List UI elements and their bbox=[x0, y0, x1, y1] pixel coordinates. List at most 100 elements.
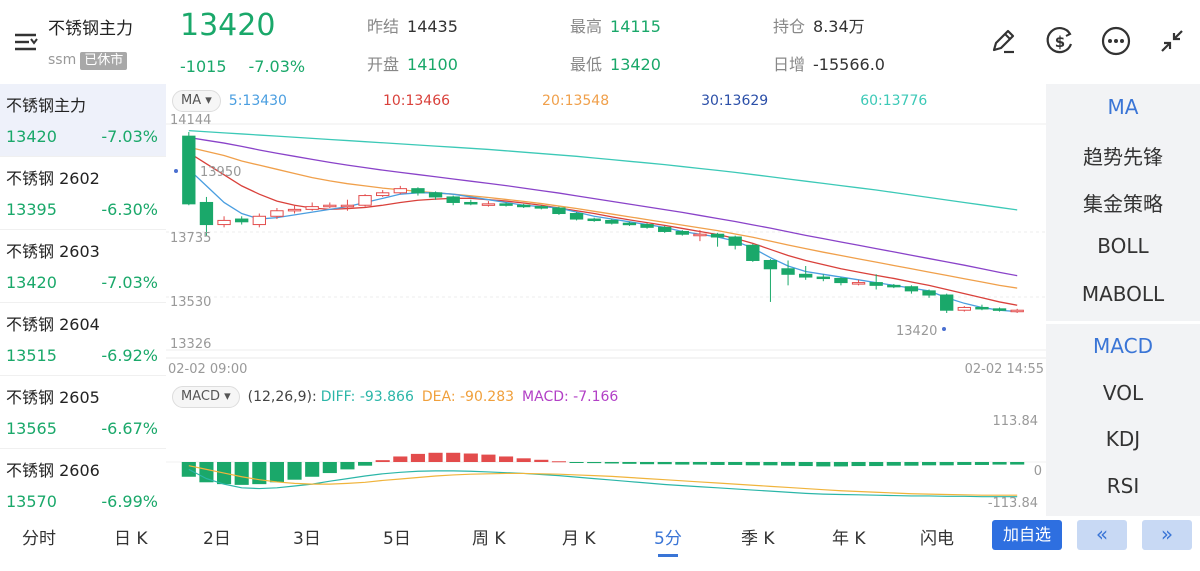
candle-down bbox=[922, 290, 936, 296]
tab-yearly[interactable]: 年 K bbox=[832, 529, 866, 549]
tab-intraday[interactable]: 分时 bbox=[22, 529, 56, 549]
macd-histogram-bar bbox=[851, 462, 866, 467]
ma-selector[interactable]: MA ▾ bbox=[172, 90, 221, 112]
ma20-value: 20:13548 bbox=[542, 93, 610, 109]
contract-list: 不锈钢主力 13420 -7.03% 不锈钢 2602 13395 -6.30% 不锈钢… bbox=[0, 84, 166, 522]
candle-down bbox=[640, 224, 654, 228]
stat-open-interest: 持仓 8.34万 bbox=[773, 17, 865, 36]
candle-up bbox=[252, 215, 266, 226]
candle-down bbox=[887, 284, 901, 288]
tab-3day[interactable]: 3日 bbox=[293, 529, 321, 549]
ma20-line bbox=[188, 146, 1018, 289]
macd-histogram-bar bbox=[569, 462, 584, 463]
contract-item[interactable]: 不锈钢 2602 13395 -6.30% bbox=[0, 157, 166, 230]
collapse-icon[interactable] bbox=[1155, 24, 1189, 58]
tab-daily[interactable]: 日 K bbox=[114, 529, 148, 549]
macd-histogram-bar bbox=[833, 462, 848, 467]
macd-histogram-bar bbox=[869, 462, 884, 467]
candle-down bbox=[781, 268, 795, 275]
candle-up bbox=[358, 195, 372, 206]
indicator-maboll[interactable]: MABOLL bbox=[1081, 282, 1165, 306]
macd-histogram-bar bbox=[622, 462, 637, 464]
candle-down bbox=[746, 244, 760, 261]
change-percent: -7.03% bbox=[248, 57, 306, 76]
macd-histogram-bar bbox=[798, 462, 813, 467]
max-marker bbox=[174, 169, 178, 173]
currency-icon[interactable]: $ bbox=[1043, 24, 1077, 58]
candle-down bbox=[411, 188, 425, 194]
contract-item[interactable]: 不锈钢主力 13420 -7.03% bbox=[0, 84, 166, 157]
candle-down bbox=[904, 286, 919, 292]
tab-monthly[interactable]: 月 K bbox=[562, 529, 596, 549]
exchange-line: ssm 已休市 bbox=[48, 52, 128, 70]
contract-item[interactable]: 不锈钢 2603 13420 -7.03% bbox=[0, 230, 166, 303]
macd-tick-label: 0 bbox=[1034, 464, 1042, 479]
candle-up bbox=[376, 192, 390, 197]
tab-flash[interactable]: 闪电 bbox=[920, 529, 954, 549]
macd-histogram-bar bbox=[816, 462, 831, 467]
candle-up bbox=[287, 208, 302, 212]
contract-item[interactable]: 不锈钢 2606 13570 -6.99% bbox=[0, 449, 166, 522]
indicator-ma[interactable]: MA bbox=[1107, 95, 1139, 119]
candle-down bbox=[605, 219, 619, 224]
macd-histogram-bar bbox=[534, 459, 549, 462]
start-time-label: 02-02 09:00 bbox=[168, 362, 247, 377]
candle-down bbox=[464, 201, 478, 205]
add-watchlist-button[interactable]: 加自选 bbox=[992, 520, 1062, 550]
quote-header: 不锈钢主力 ssm 已休市 13420 -1015 -7.03% 昨结 14435 开… bbox=[0, 0, 1200, 84]
candle-down bbox=[552, 207, 566, 215]
indicator-vol[interactable]: VOL bbox=[1102, 381, 1144, 405]
stat-low: 最低 13420 bbox=[570, 55, 661, 74]
contract-item[interactable]: 不锈钢 2605 13565 -6.67% bbox=[0, 376, 166, 449]
macd-histogram-bar bbox=[657, 462, 672, 465]
indicator-boll[interactable]: BOLL bbox=[1097, 234, 1149, 258]
menu-icon[interactable] bbox=[12, 28, 40, 56]
candle-down bbox=[940, 294, 954, 311]
candle-down bbox=[728, 236, 742, 246]
indicator-strategy[interactable]: 集金策略 bbox=[1083, 192, 1163, 216]
tab-5min[interactable]: 5分 bbox=[654, 524, 682, 557]
candle-down bbox=[675, 230, 689, 235]
contract-item[interactable]: 不锈钢 2604 13515 -6.92% bbox=[0, 303, 166, 376]
candle-down bbox=[534, 206, 548, 209]
next-arrow-button[interactable]: » bbox=[1142, 520, 1192, 550]
candle-down bbox=[446, 196, 460, 203]
pen-icon[interactable] bbox=[986, 24, 1020, 58]
macd-histogram-bar bbox=[375, 460, 390, 462]
macd-histogram-bar bbox=[781, 462, 796, 466]
indicator-trend[interactable]: 趋势先锋 bbox=[1083, 145, 1163, 169]
exchange-code: ssm bbox=[48, 52, 77, 68]
macd-histogram-bar bbox=[957, 462, 972, 465]
macd-histogram-bar bbox=[463, 453, 478, 462]
candle-up bbox=[393, 188, 407, 194]
macd-histogram-bar bbox=[939, 462, 954, 466]
prev-arrow-button[interactable]: « bbox=[1077, 520, 1127, 550]
macd-histogram-bar bbox=[340, 462, 355, 470]
tab-2day[interactable]: 2日 bbox=[203, 529, 231, 549]
kline-chart[interactable]: 14144 13735 13530 13326 13950 13420 02-02 09:0… bbox=[166, 84, 1046, 516]
candle-down bbox=[587, 218, 601, 222]
indicator-kdj[interactable]: KDJ bbox=[1105, 427, 1141, 451]
macd-histogram-bar bbox=[322, 462, 337, 474]
change-value: -1015 bbox=[180, 57, 227, 76]
more-icon[interactable] bbox=[1099, 24, 1133, 58]
indicator-rsi[interactable]: RSI bbox=[1106, 474, 1140, 498]
stat-high: 最高 14115 bbox=[570, 17, 661, 36]
candle-up bbox=[693, 233, 707, 237]
tab-5day[interactable]: 5日 bbox=[383, 529, 411, 549]
period-tabs: 分时 日 K 2日 3日 5日 周 K 月 K 5分 季 K 年 K 闪电 加自… bbox=[0, 516, 1200, 571]
candle-down bbox=[799, 273, 813, 278]
macd-histogram-bar bbox=[728, 462, 743, 465]
tab-quarterly[interactable]: 季 K bbox=[741, 529, 775, 549]
ma30-line bbox=[188, 136, 1018, 277]
ma60-value: 60:13776 bbox=[860, 93, 928, 109]
indicator-macd[interactable]: MACD bbox=[1093, 334, 1153, 358]
tab-weekly[interactable]: 周 K bbox=[472, 529, 506, 549]
ma10-line bbox=[188, 152, 1018, 306]
macd-histogram-bar bbox=[358, 462, 373, 466]
macd-legend: MACD ▾ (12,26,9): DIFF: -93.866 DEA: -90… bbox=[172, 386, 618, 408]
macd-selector[interactable]: MACD ▾ bbox=[172, 386, 240, 408]
candle-up bbox=[305, 206, 319, 210]
macd-tick-label: 113.84 bbox=[993, 414, 1039, 429]
macd-histogram-bar bbox=[604, 462, 619, 464]
